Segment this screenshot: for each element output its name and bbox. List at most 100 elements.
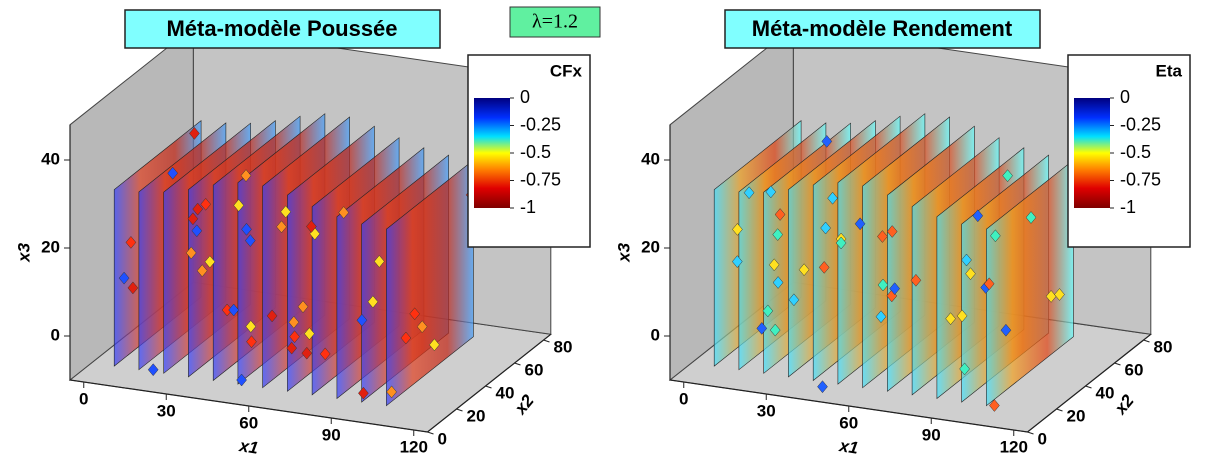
x-axis-label: x1 [237,436,260,458]
sample-point [821,135,833,148]
y-tick-label: 20 [1067,406,1086,425]
chart-title: Méta-modèle Rendement [752,16,1013,41]
sample-point [820,221,831,235]
sample-point [756,322,768,335]
sample-point [961,253,972,267]
panel: 0 30 60 90 120 0 20 40 60 80 0 20 40 x1 x2 x3 Méta-modèl… [614,9,1191,458]
sample-point [204,255,216,269]
z-axis-label: x3 [614,242,633,262]
y-tick-label: 60 [1125,360,1144,379]
sample-point [788,293,800,307]
sample-point [127,281,139,295]
y-tick-label: 80 [554,337,573,356]
sample-point [416,320,428,334]
y-tick [456,408,463,412]
sample-point [1000,323,1012,337]
z-tick-label: 20 [41,237,60,256]
y-tick [485,385,492,389]
z-tick-label: 0 [51,325,60,344]
y-tick-label: 0 [438,429,447,448]
y-axis-label: x2 [1110,391,1138,419]
sample-point [185,246,197,260]
z-tick-label: 40 [641,149,660,168]
z-tick-label: 0 [651,325,660,344]
sample-point [147,363,159,377]
sample-point [886,225,898,238]
sample-point [373,255,385,268]
sample-point [191,224,203,238]
sample-point [768,258,780,272]
sample-point [983,277,995,291]
sample-point [189,127,200,140]
sample-point [817,380,828,394]
sample-point [167,166,179,180]
sample-point [1054,288,1065,301]
sample-point [772,276,784,289]
sample-point [732,223,743,236]
y-tick-label: 40 [496,383,515,402]
sample-point [306,220,317,233]
sample-point [367,295,379,309]
x-tick-label: 30 [757,401,776,420]
x-tick-label: 60 [239,413,258,432]
colorbar [1074,98,1110,208]
sample-point [409,307,421,321]
sample-point [818,261,830,274]
sample-point [743,186,755,200]
y-tick [543,339,550,343]
z-tick-label: 20 [641,237,660,256]
y-tick-label: 0 [1038,429,1047,448]
panel: 0 30 60 90 120 0 20 40 60 80 0 20 40 x1 x2 x3 Méta-modèl… [14,9,591,458]
sample-point [192,202,204,216]
x-tick-label: 90 [922,425,941,444]
sample-point [236,373,247,387]
sample-point [288,315,300,329]
sample-point [240,169,252,182]
colorbar-tick-label: -1 [520,197,536,217]
colorbar-tick-label: 0 [1120,87,1130,107]
sample-point [286,341,298,355]
sample-point [276,220,287,234]
y-tick [1114,362,1121,366]
y-tick [514,362,521,366]
y-tick [1056,408,1063,412]
sample-point [245,320,257,333]
sample-point [877,278,889,292]
sample-point [429,338,440,352]
sample-point [1025,211,1037,224]
sample-point [187,212,199,226]
sample-point [989,399,1000,412]
title-box [124,9,441,49]
sample-point [301,346,313,360]
y-axis-label: x2 [510,391,538,419]
colorbar [474,98,510,208]
x-tick-label: 120 [1000,437,1028,456]
sample-point [965,267,976,281]
colorbar-tick-label: 0 [520,87,530,107]
x-tick-label: 0 [79,389,88,408]
title-box [724,9,1041,49]
sample-point [304,327,315,341]
chart-title: Méta-modèle Poussée [166,16,397,41]
x-tick-label: 90 [322,425,341,444]
sample-point [772,228,784,241]
sample-point [972,209,984,223]
colorbar-tick-label: -0.5 [520,142,551,162]
sample-point [125,236,137,249]
x-tick-label: 0 [679,389,688,408]
colorbar-tick-label: -1 [1120,197,1136,217]
sample-point [877,230,888,243]
sample-point [769,323,781,337]
sample-point [875,310,887,324]
sample-point [200,197,212,211]
sample-point [762,304,774,318]
sample-point [289,330,300,344]
sample-point [774,208,786,221]
sample-point [196,264,208,278]
y-tick-label: 80 [1154,337,1173,356]
colorbar-title: Eta [1156,61,1183,80]
sample-point [358,386,369,400]
sample-point [244,234,256,247]
colorbar-tick-label: -0.75 [1120,169,1161,189]
x-tick-label: 30 [157,401,176,420]
